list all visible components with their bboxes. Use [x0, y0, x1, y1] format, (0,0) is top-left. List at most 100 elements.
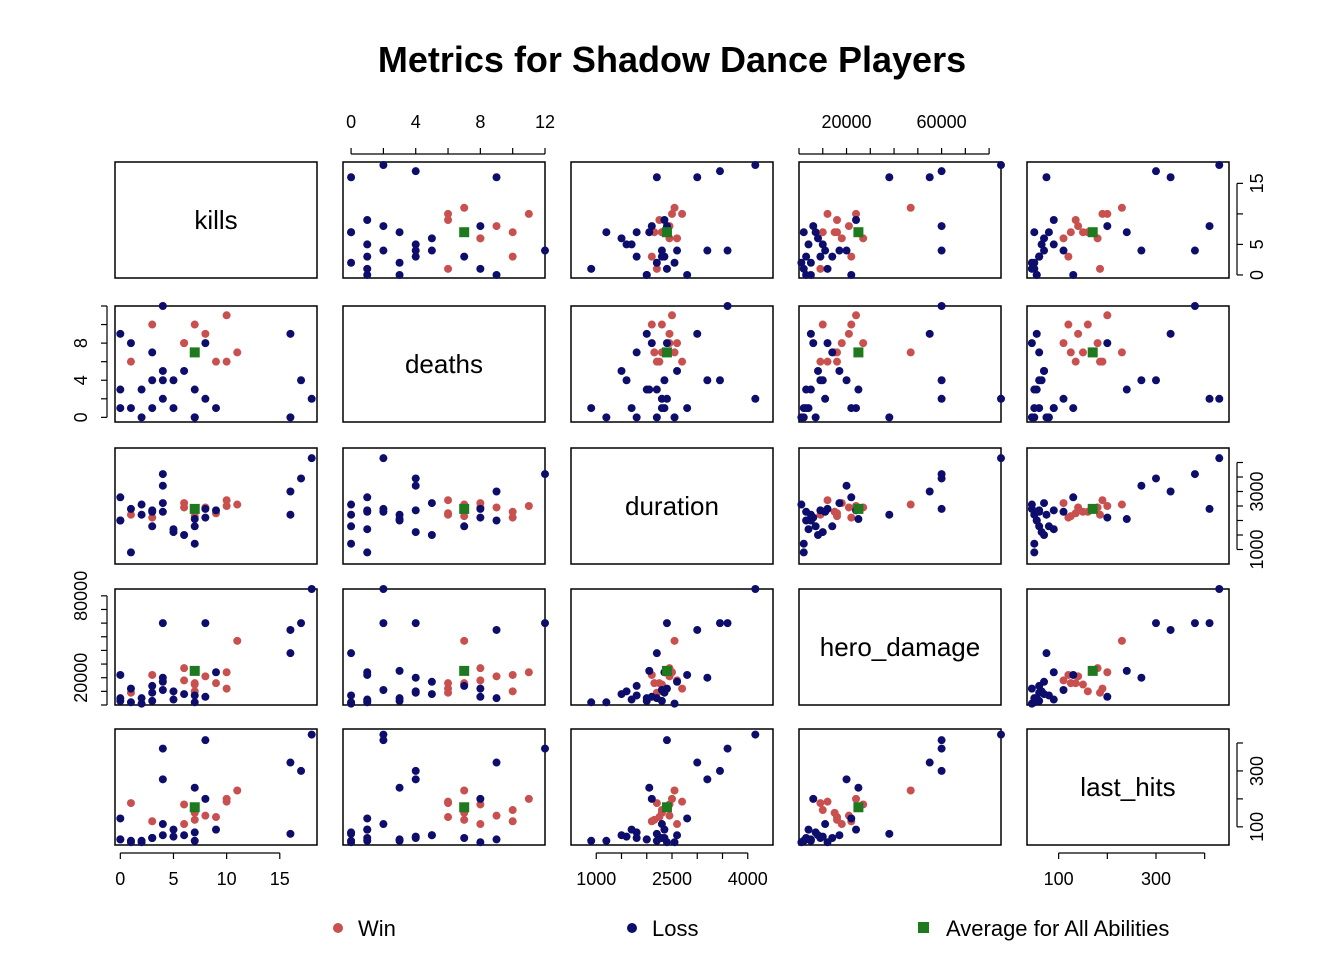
- data-point-win: [844, 222, 853, 231]
- data-point-loss: [395, 270, 404, 279]
- data-point-loss: [1035, 404, 1044, 413]
- data-point-win: [833, 216, 842, 224]
- data-point-loss: [541, 619, 549, 628]
- data-point-loss: [363, 270, 372, 279]
- data-point-loss: [1040, 677, 1049, 686]
- data-point-win: [508, 670, 517, 679]
- panel-duration-vs-kills: [114, 447, 318, 565]
- data-point-loss: [1069, 270, 1078, 279]
- data-point-loss: [169, 687, 178, 696]
- data-point-loss: [1027, 339, 1036, 348]
- variable-label-last_hits: last_hits: [1080, 772, 1175, 802]
- data-point-loss: [116, 835, 125, 844]
- data-point-win: [201, 329, 210, 338]
- bottom-tick-label-duration: 4000: [728, 869, 768, 889]
- chart-legend: Win Loss Average for All Abilities: [333, 916, 1169, 941]
- variable-label-duration: duration: [625, 491, 719, 521]
- data-point-win: [1117, 348, 1126, 357]
- data-point-loss: [662, 339, 671, 348]
- data-point-loss: [286, 487, 295, 496]
- data-point-loss: [1032, 516, 1041, 525]
- data-point-loss: [602, 836, 611, 845]
- data-point-loss: [937, 766, 946, 775]
- left-tick-label-deaths: 4: [71, 375, 91, 385]
- data-point-loss: [1027, 258, 1036, 267]
- data-point-loss: [1049, 240, 1058, 249]
- data-point-loss: [751, 394, 760, 403]
- data-point-loss: [347, 539, 356, 548]
- data-point-loss: [363, 525, 372, 534]
- data-point-loss: [190, 698, 199, 707]
- data-point-loss: [885, 413, 894, 422]
- data-point-loss: [1049, 695, 1058, 704]
- data-point-loss: [411, 775, 420, 784]
- data-point-loss: [212, 404, 220, 413]
- data-point-win: [833, 512, 842, 521]
- data-point-loss: [363, 670, 372, 679]
- data-point-loss: [148, 376, 157, 385]
- data-point-win: [233, 348, 242, 357]
- data-point-loss: [201, 513, 210, 522]
- data-point-loss: [158, 619, 167, 628]
- variable-label-kills: kills: [194, 205, 237, 235]
- data-point-loss: [427, 234, 436, 243]
- data-point-win: [444, 209, 453, 218]
- data-point-average: [189, 802, 200, 813]
- panel-last_hits-vs-duration: [570, 728, 774, 847]
- data-point-win: [1071, 216, 1080, 224]
- data-point-loss: [652, 413, 661, 422]
- data-point-loss: [823, 339, 832, 348]
- panel-frame: [570, 728, 774, 846]
- data-point-win: [1083, 320, 1092, 329]
- data-point-win: [906, 500, 915, 509]
- data-point-win: [524, 668, 533, 677]
- data-point-loss: [799, 413, 808, 422]
- data-point-win: [673, 339, 682, 348]
- data-point-loss: [307, 394, 316, 403]
- panel-frame: [114, 305, 318, 423]
- legend-win-marker: [333, 923, 343, 933]
- data-point-loss: [683, 814, 692, 823]
- data-point-loss: [814, 531, 823, 539]
- data-point-loss: [703, 376, 712, 385]
- data-point-loss: [307, 454, 316, 463]
- data-point-loss: [1032, 329, 1041, 338]
- data-point-loss: [847, 404, 856, 413]
- data-point-loss: [158, 481, 167, 490]
- data-point-loss: [116, 493, 125, 502]
- data-point-loss: [652, 258, 661, 267]
- data-point-win: [180, 339, 189, 348]
- right-tick-label-duration: 1000: [1247, 529, 1267, 569]
- data-point-loss: [492, 835, 501, 844]
- panel-kills-vs-kills: kills: [114, 161, 318, 279]
- data-point-loss: [476, 513, 485, 522]
- panel-grid: kills deaths duration hero_damage last_hits 0…: [71, 112, 1267, 889]
- data-point-loss: [632, 413, 641, 422]
- data-point-loss: [286, 758, 295, 767]
- data-point-win: [823, 496, 832, 505]
- data-point-loss: [541, 470, 549, 479]
- data-point-loss: [852, 825, 861, 834]
- data-point-loss: [363, 216, 372, 224]
- data-point-loss: [652, 649, 661, 658]
- data-point-loss: [683, 670, 692, 679]
- data-point-loss: [1035, 376, 1044, 385]
- data-point-loss: [190, 836, 199, 845]
- data-point-loss: [190, 385, 199, 394]
- data-point-win: [1098, 496, 1107, 505]
- data-point-loss: [632, 348, 641, 357]
- data-point-loss: [587, 404, 596, 413]
- data-point-win: [148, 817, 157, 826]
- data-point-loss: [1030, 539, 1039, 548]
- data-point-loss: [395, 666, 404, 675]
- panel-last_hits-vs-last_hits: last_hits: [1026, 728, 1230, 846]
- data-point-loss: [180, 690, 189, 699]
- data-point-win: [1074, 222, 1083, 231]
- left-tick-label-deaths: 0: [71, 412, 91, 422]
- data-point-loss: [1166, 625, 1175, 634]
- legend-average-marker: [918, 922, 929, 933]
- data-point-win: [476, 676, 485, 685]
- data-point-loss: [645, 228, 654, 237]
- data-point-loss: [116, 696, 125, 705]
- data-point-loss: [799, 228, 808, 237]
